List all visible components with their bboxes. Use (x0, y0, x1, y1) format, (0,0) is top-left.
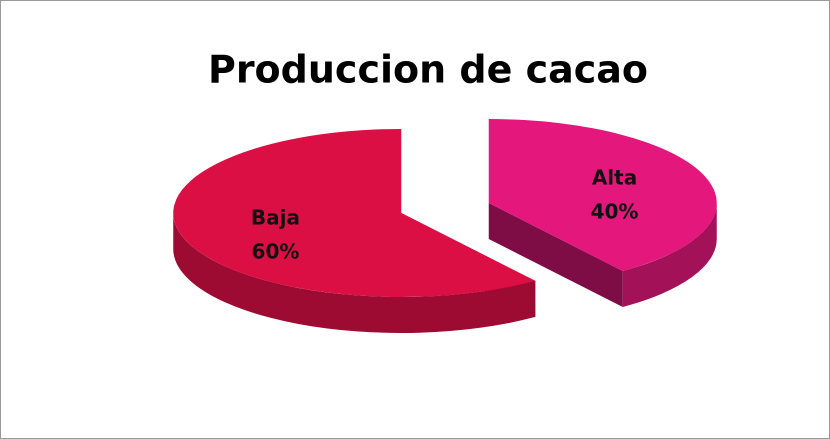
slice-value-label: 40% (591, 199, 639, 223)
slice-category-label: Alta (592, 165, 637, 189)
pie-slice (488, 119, 717, 271)
slice-category-label: Baja (251, 206, 300, 230)
pie-labels: Alta 40% Baja 60% (251, 165, 639, 263)
slice-side (622, 203, 717, 307)
slice-side (173, 212, 536, 333)
chart-title: Produccion de cacao (208, 48, 648, 92)
pie-slice (173, 128, 536, 297)
pie-tops (173, 119, 717, 297)
slice-wall (488, 203, 623, 307)
slice-value-label: 60% (252, 240, 300, 264)
